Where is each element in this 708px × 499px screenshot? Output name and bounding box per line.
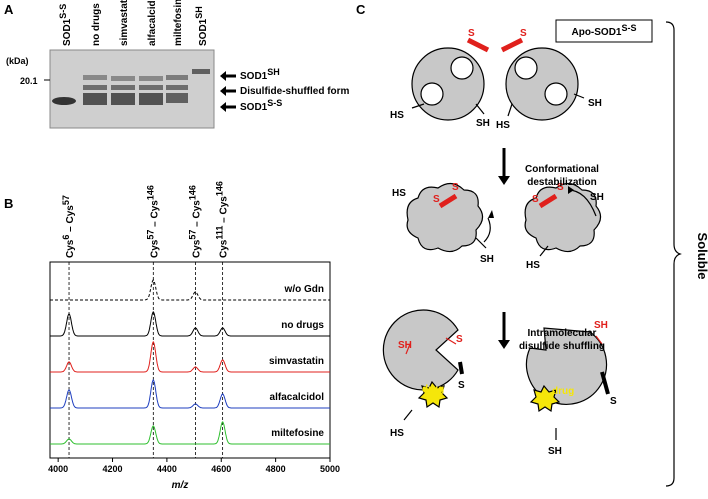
- peak: [152, 341, 154, 343]
- panel-label: C: [356, 2, 366, 17]
- side-label: Soluble: [695, 233, 708, 280]
- lane-label: no drugs: [91, 3, 102, 46]
- lane-label: miltefosine: [173, 0, 184, 46]
- peak: [222, 421, 224, 423]
- x-tick-label: 4400: [157, 464, 177, 474]
- step-label: Intramolecular: [528, 328, 597, 339]
- diagram: [382, 21, 682, 487]
- x-tick-label: 4600: [211, 464, 231, 474]
- site-label: S: [452, 182, 459, 193]
- species-box: [555, 19, 653, 43]
- spectrum: [50, 279, 330, 301]
- step-label: Conformational: [525, 164, 599, 175]
- panel-label: B: [4, 196, 13, 211]
- peak: [68, 361, 70, 363]
- gel: [44, 49, 215, 129]
- plot-frame: [49, 261, 331, 459]
- site-label: S: [532, 194, 539, 205]
- trace-label: no drugs: [281, 320, 324, 331]
- lane-label: SOD1SH: [194, 6, 209, 46]
- species-label: Apo-SOD1S-S: [571, 23, 636, 38]
- band-label: SOD1S-S: [240, 98, 282, 113]
- bond-label: Cys57 – Cys146: [145, 185, 160, 258]
- x-tick-label: 4200: [103, 464, 123, 474]
- site-label: HS: [526, 260, 540, 271]
- site-label: HS: [390, 428, 404, 439]
- step-label: disulfide shuffling: [519, 341, 605, 352]
- bond-label: Cys57 – Cys146: [187, 185, 202, 258]
- site-label: S: [458, 380, 465, 391]
- step-label: destabilization: [527, 177, 596, 188]
- site-label: S: [456, 334, 463, 345]
- site-label: HS: [392, 188, 406, 199]
- site-label: S: [557, 182, 564, 193]
- spectrum: [50, 341, 330, 373]
- site-label: S: [433, 194, 440, 205]
- site-label: SH: [590, 192, 604, 203]
- site-label: S: [610, 396, 617, 407]
- site-label: SH: [594, 320, 608, 331]
- trace-label: simvastatin: [269, 356, 324, 367]
- band-label: Disulfide-shuffled form: [240, 86, 350, 97]
- lane-label: SOD1S-S: [58, 4, 73, 46]
- lane-label: alfacalcidol: [147, 0, 158, 46]
- panel-label: A: [4, 2, 14, 17]
- trace-label: miltefosine: [271, 428, 324, 439]
- peak: [194, 403, 197, 405]
- site-label: S: [520, 28, 527, 39]
- marker: 20.1: [20, 76, 38, 86]
- site-label: HS: [496, 120, 510, 131]
- spectrum: [50, 421, 330, 445]
- trace-label: w/o Gdn: [284, 284, 324, 295]
- site-label: SH: [548, 446, 562, 457]
- site-label: drug: [422, 384, 444, 395]
- trace-label: alfacalcidol: [270, 392, 325, 403]
- site-label: HS: [390, 110, 404, 121]
- peak: [222, 359, 224, 361]
- band-label: SOD1SH: [240, 67, 280, 82]
- site-label: SH: [480, 254, 494, 265]
- site-label: SH: [476, 118, 490, 129]
- peak: [152, 279, 154, 281]
- peak: [194, 327, 197, 329]
- peak: [152, 379, 154, 381]
- x-axis-label: m/z: [172, 480, 189, 491]
- peak: [68, 438, 70, 440]
- lane-label: simvastatin: [119, 0, 130, 46]
- spectrum: [50, 379, 330, 409]
- x-tick-label: 5000: [320, 464, 340, 474]
- peak: [222, 393, 224, 395]
- spectrum: [50, 311, 330, 337]
- peak: [152, 311, 154, 313]
- peak: [194, 366, 197, 368]
- site-label: SH: [398, 340, 412, 351]
- peak: [68, 389, 70, 391]
- x-tick-label: 4000: [48, 464, 68, 474]
- bond-label: Cys6 – Cys57: [61, 195, 76, 258]
- bond-label: Cys111 – Cys146: [215, 181, 230, 258]
- peak: [194, 291, 197, 293]
- site-label: S: [468, 28, 475, 39]
- peak: [222, 327, 224, 329]
- site-label: drug: [552, 386, 574, 397]
- unit: (kDa): [6, 56, 29, 66]
- peak: [68, 313, 70, 315]
- site-label: SH: [588, 98, 602, 109]
- x-tick-label: 4800: [266, 464, 286, 474]
- peak: [152, 425, 154, 427]
